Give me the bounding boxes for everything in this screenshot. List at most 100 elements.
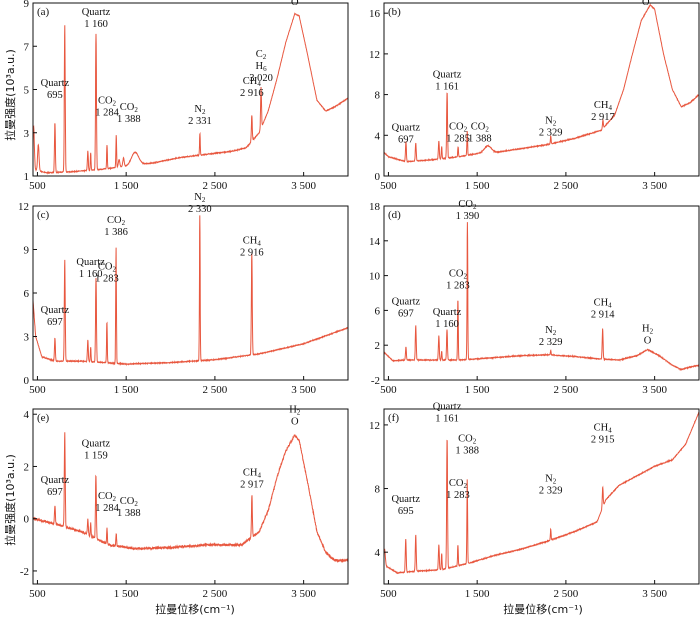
peak-label-6-1-1: 1 161	[435, 414, 459, 425]
peak-label-6-0-0: Quartz	[391, 494, 420, 505]
peak-label-4-4-0: N2	[545, 325, 557, 337]
x-tick-label-4-1: 1 500	[465, 384, 490, 396]
peak-label-1-6-1: H6	[255, 61, 267, 73]
x-tick-label-1-3: 3 500	[291, 180, 316, 192]
y-tick-label-2-3: 12	[369, 49, 380, 61]
spectrum-line-3	[32, 215, 349, 367]
y-tick-label-1-2: 5	[24, 85, 30, 97]
peak-label-4-5-0: CH4	[594, 297, 613, 309]
panel-label-3: (c)	[37, 209, 50, 221]
y-tick-label-2-0: 0	[375, 171, 381, 183]
spectrum-line-5	[32, 432, 349, 564]
y-tick-label-4-4: 14	[369, 236, 381, 248]
peak-label-4-0-1: 697	[398, 308, 414, 319]
spectrum-line-1	[32, 12, 349, 175]
peak-label-5-2-0: CO2	[98, 491, 117, 503]
y-tick-label-4-0: -2	[371, 375, 380, 387]
peak-label-4-6-0: H2	[642, 323, 654, 335]
y-tick-label-2-2: 8	[375, 90, 381, 102]
peak-label-3-4-1: 2 330	[188, 204, 212, 215]
panel-3: 500 1 500 2 500 3 500036912(c)Quartz697Quar…	[18, 192, 349, 396]
peak-label-6-1-0: Quartz	[433, 402, 462, 413]
x-tick-label-3-2: 2 500	[203, 384, 228, 396]
peak-label-5-2-1: 1 284	[95, 503, 119, 514]
x-tick-label-5-3: 3 500	[291, 588, 316, 600]
y-tick-label-4-5: 18	[369, 201, 381, 213]
peak-label-1-0-0: Quartz	[41, 78, 70, 89]
y-tick-label-6-1: 8	[375, 484, 381, 496]
peak-label-1-1-1: 1 160	[84, 19, 108, 30]
peak-label-6-5-0: CH4	[594, 422, 613, 434]
peak-label-4-2-0: CO2	[449, 269, 468, 281]
peak-label-2-4-0: N2	[545, 115, 557, 127]
x-tick-label-5-0: 500	[29, 588, 46, 600]
panel-4: 500 1 500 2 500 3 500-226101418(d)Quartz697…	[369, 199, 700, 396]
y-tick-label-2-4: 16	[369, 8, 381, 20]
x-tick-label-6-1: 1 500	[465, 588, 490, 600]
y-axis-title-bottom: 拉曼强度(10³a.u.)	[3, 454, 17, 546]
y-axis-title-top: 拉曼强度(10³a.u.)	[3, 49, 17, 141]
peak-label-5-5-0: H2	[289, 405, 301, 417]
y-tick-label-3-2: 6	[24, 288, 30, 300]
x-tick-label-5-1: 1 500	[114, 588, 139, 600]
panel-label-2: (b)	[388, 6, 401, 18]
plot-frame-6	[383, 408, 700, 585]
y-tick-label-5-2: 2	[24, 461, 30, 473]
y-tick-label-5-0: -2	[20, 566, 29, 578]
peak-label-6-0-1: 695	[398, 506, 414, 517]
peak-label-3-3-0: CO2	[107, 215, 126, 227]
panel-6: 500 1 500 2 500 3 5004812(f)Quartz695Quartz…	[369, 402, 700, 600]
x-axis-title-left: 拉曼位移(cm⁻¹)	[155, 602, 235, 616]
peak-label-2-5-1: 2 917	[591, 112, 615, 123]
peak-label-1-5-1: 2 916	[240, 88, 264, 99]
peak-label-4-4-1: 2 329	[539, 337, 563, 348]
y-tick-label-6-2: 12	[369, 420, 380, 432]
x-tick-label-6-0: 500	[380, 588, 397, 600]
peak-label-1-7-1: O	[291, 0, 299, 8]
peak-label-5-3-1: 1 388	[117, 508, 141, 519]
peak-label-1-2-0: CO2	[98, 95, 117, 107]
peak-label-2-0-1: 697	[398, 134, 414, 145]
peak-label-4-0-0: Quartz	[392, 296, 421, 307]
panel-label-1: (a)	[37, 6, 50, 18]
peak-label-4-1-1: 1 160	[435, 319, 459, 330]
peak-label-6-4-0: N2	[545, 473, 557, 485]
peak-label-2-3-1: 1 388	[468, 133, 492, 144]
y-tick-label-3-4: 12	[18, 201, 29, 213]
x-tick-label-3-0: 500	[29, 384, 46, 396]
peak-label-1-2-1: 1 284	[95, 107, 119, 118]
peak-label-4-2-1: 1 283	[446, 281, 470, 292]
peak-label-2-1-0: Quartz	[433, 70, 462, 81]
peak-label-2-0-0: Quartz	[392, 122, 421, 133]
plot-frame-4	[383, 205, 700, 381]
peak-label-6-2-0: CO2	[449, 478, 468, 490]
peak-label-4-3-1: 1 390	[456, 211, 480, 222]
peak-label-6-4-1: 2 329	[539, 485, 563, 496]
peak-label-2-2-0: CO2	[449, 121, 468, 133]
y-tick-label-4-1: 2	[375, 340, 381, 352]
peak-label-6-3-1: 1 388	[455, 446, 479, 457]
peak-label-3-0-0: Quartz	[41, 305, 70, 316]
x-tick-label-2-1: 1 500	[465, 180, 490, 192]
y-tick-label-3-3: 9	[24, 245, 30, 257]
x-tick-label-4-3: 3 500	[642, 384, 667, 396]
y-tick-label-3-1: 3	[24, 332, 30, 344]
peak-label-6-2-1: 1 283	[446, 490, 470, 501]
peak-label-2-2-1: 1 285	[446, 133, 470, 144]
peak-label-5-4-1: 2 917	[240, 479, 264, 490]
peak-label-3-0-1: 697	[47, 317, 63, 328]
x-tick-label-1-0: 500	[29, 180, 46, 192]
peak-label-2-4-1: 2 329	[539, 127, 563, 138]
x-tick-label-5-2: 2 500	[203, 588, 228, 600]
spectrum-line-2	[383, 3, 700, 163]
y-tick-label-5-3: 4	[24, 409, 30, 421]
spectrum-line-6	[383, 411, 700, 575]
x-tick-label-1-2: 2 500	[203, 180, 228, 192]
peak-label-3-2-0: CO2	[98, 261, 117, 273]
peak-label-3-5-1: 2 916	[240, 247, 264, 258]
y-tick-label-2-1: 4	[375, 130, 381, 142]
peak-label-2-3-0: CO2	[471, 121, 490, 133]
peak-label-5-4-0: CH4	[243, 467, 262, 479]
spectrum-line-4	[383, 222, 700, 372]
